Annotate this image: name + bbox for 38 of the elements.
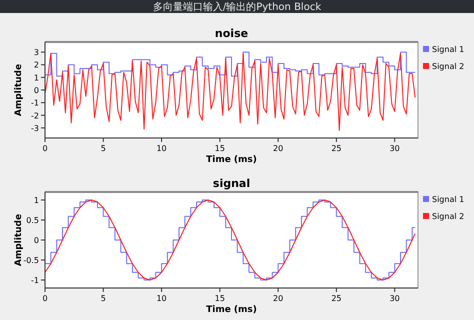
y-tick-label: -1: [31, 98, 39, 108]
x-tick-label: 5: [100, 144, 106, 153]
text: 多向量端口输入/输出的Python Block: [152, 1, 322, 13]
x-tick-label: 15: [214, 294, 225, 303]
y-tick-label: 0: [34, 236, 39, 245]
y-tick-label: -2: [31, 111, 39, 120]
y-tick-label: 1: [34, 73, 39, 82]
y-tick-label: 0.5: [26, 216, 39, 225]
x-tick-label: 30: [390, 294, 400, 303]
legend-label: Signal 2: [432, 62, 464, 71]
line-series: [45, 52, 416, 131]
x-axis-title: Time (ms): [206, 155, 257, 165]
x-axis-title: Time (ms): [206, 305, 257, 315]
y-tick-label: -1: [31, 276, 39, 285]
legend-label: Signal 2: [432, 212, 464, 221]
x-tick-label: 25: [331, 144, 342, 153]
x-tick-label: 5: [100, 294, 106, 303]
y-tick-label: 0: [34, 86, 39, 95]
y-axis-title: Amplitude: [14, 214, 24, 266]
y-tick-label: -3: [31, 124, 39, 133]
y-tick-label: -0.5: [23, 256, 39, 265]
chart-title: signal: [212, 177, 250, 190]
x-tick-label: 20: [273, 144, 284, 153]
legend-label: Signal 1: [432, 45, 464, 54]
x-tick-label: 25: [331, 294, 342, 303]
x-tick-label: 15: [214, 144, 225, 153]
y-axis-title: Amplitude: [14, 64, 24, 116]
x-tick-label: 0: [42, 294, 48, 303]
chart-title: noise: [214, 27, 248, 40]
x-tick-label: 30: [390, 144, 400, 153]
y-tick-label: 2: [34, 60, 39, 70]
x-tick-label: 20: [273, 294, 284, 303]
legend-label: Signal 1: [432, 195, 464, 204]
x-tick-label: 10: [156, 294, 167, 303]
y-tick-label: 3: [34, 48, 39, 58]
y-tick-label: 1: [34, 196, 39, 205]
x-tick-label: 0: [42, 144, 48, 153]
x-tick-label: 10: [156, 144, 167, 153]
